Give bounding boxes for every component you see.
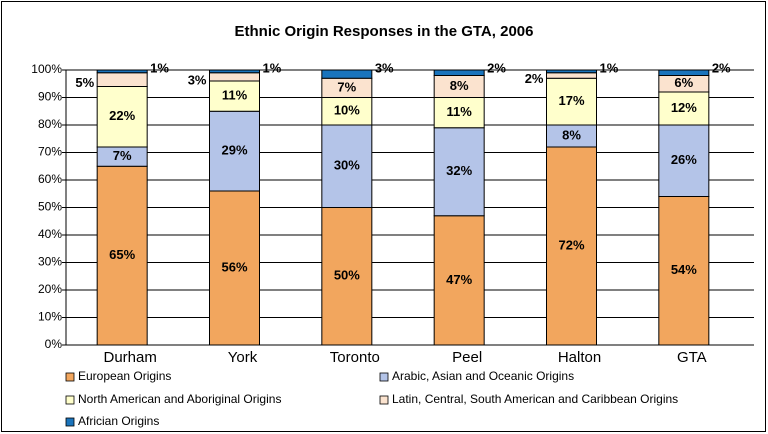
data-label: 3% bbox=[188, 72, 207, 87]
y-tick-label: 80% bbox=[38, 117, 62, 131]
x-tick-label: Durham bbox=[103, 349, 156, 366]
y-tick-label: 20% bbox=[38, 282, 62, 296]
x-tick-label: Peel bbox=[452, 349, 482, 366]
data-label: 47% bbox=[446, 272, 472, 287]
legend-label: Africian Origins bbox=[78, 414, 159, 428]
data-label: 11% bbox=[222, 88, 248, 103]
data-label: 17% bbox=[558, 93, 584, 108]
legend-swatch bbox=[65, 395, 75, 405]
data-label: 65% bbox=[109, 247, 135, 262]
data-label: 8% bbox=[562, 127, 581, 142]
legend-swatch bbox=[379, 395, 389, 405]
legend-label: Arabic, Asian and Oceanic Origins bbox=[392, 369, 574, 383]
data-label: 2% bbox=[712, 60, 731, 75]
bar-segment bbox=[96, 86, 148, 148]
y-tick-label: 40% bbox=[38, 227, 62, 241]
x-tick-label: GTA bbox=[677, 349, 707, 366]
bar-segment bbox=[546, 72, 597, 79]
bar-segment bbox=[96, 69, 148, 74]
x-tick-label: Toronto bbox=[330, 349, 380, 366]
bar-segment bbox=[96, 72, 148, 87]
y-tick-label: 100% bbox=[31, 62, 62, 76]
bar-segment bbox=[433, 215, 485, 346]
bar-segment bbox=[209, 110, 260, 192]
bar-segment bbox=[433, 69, 485, 76]
data-label: 2% bbox=[525, 71, 544, 86]
x-tick-label: York bbox=[228, 349, 258, 366]
legend-swatch bbox=[65, 372, 75, 382]
x-tick-label: Halton bbox=[558, 349, 601, 366]
bar-segment bbox=[321, 124, 373, 208]
data-label: 1% bbox=[600, 60, 619, 75]
legend-swatch bbox=[379, 372, 389, 382]
legend-label: European Origins bbox=[78, 369, 171, 383]
y-tick-label: 50% bbox=[38, 200, 62, 214]
data-label: 2% bbox=[487, 60, 506, 75]
bar-segment bbox=[209, 72, 260, 82]
data-label: 12% bbox=[671, 100, 697, 115]
data-label: 26% bbox=[671, 152, 697, 167]
bar-segment bbox=[209, 69, 260, 74]
legend-swatch bbox=[65, 417, 75, 427]
data-label: 7% bbox=[113, 148, 132, 163]
data-label: 6% bbox=[674, 75, 693, 90]
y-tick-label: 60% bbox=[38, 172, 62, 186]
data-label: 10% bbox=[334, 103, 360, 118]
data-label: 72% bbox=[558, 237, 584, 252]
bar-segment bbox=[658, 69, 710, 76]
y-tick-label: 10% bbox=[38, 310, 62, 324]
bar-segment bbox=[546, 69, 597, 74]
legend-label: North American and Aboriginal Origins bbox=[78, 392, 281, 406]
chart-title: Ethnic Origin Responses in the GTA, 2006 bbox=[235, 23, 534, 40]
bar-segment bbox=[209, 190, 260, 346]
bar-segment bbox=[321, 69, 373, 79]
y-tick-label: 90% bbox=[38, 90, 62, 104]
bar-segment bbox=[433, 97, 485, 129]
data-label: 5% bbox=[75, 75, 94, 90]
data-label: 11% bbox=[447, 104, 473, 119]
data-label: 30% bbox=[334, 158, 360, 173]
data-label: 54% bbox=[671, 262, 697, 277]
data-label: 50% bbox=[334, 268, 360, 283]
y-tick-label: 70% bbox=[38, 145, 62, 159]
data-label: 7% bbox=[337, 79, 356, 94]
data-label: 8% bbox=[450, 78, 469, 93]
bar-segment bbox=[433, 127, 485, 217]
bar-segment bbox=[658, 91, 710, 126]
bar-segment bbox=[209, 80, 260, 112]
data-label: 56% bbox=[221, 259, 247, 274]
data-label: 32% bbox=[446, 163, 472, 178]
y-tick-label: 30% bbox=[38, 255, 62, 269]
y-tick-label: 0% bbox=[45, 337, 63, 351]
bar-segment bbox=[658, 196, 710, 346]
data-label: 22% bbox=[109, 108, 135, 123]
data-label: 29% bbox=[221, 143, 247, 158]
bar-segment bbox=[658, 124, 710, 197]
data-label: 1% bbox=[263, 60, 282, 75]
data-label: 3% bbox=[375, 60, 394, 75]
legend-label: Latin, Central, South American and Carib… bbox=[392, 392, 678, 406]
data-label: 1% bbox=[150, 60, 169, 75]
